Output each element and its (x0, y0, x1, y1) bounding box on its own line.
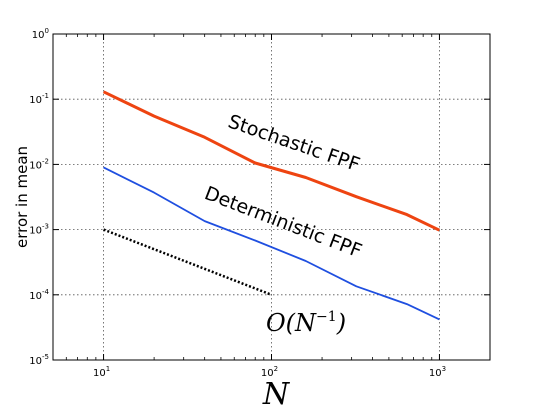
y-tick-label: 10-2 (29, 157, 49, 171)
series-label-stochastic: Stochastic FPF (225, 111, 362, 177)
y-tick-label: 10-1 (29, 92, 49, 106)
grid-lines (53, 34, 490, 360)
x-tick-label: 101 (93, 365, 110, 379)
series-lines (102, 90, 441, 321)
stochastic-fpf-line (102, 90, 441, 232)
x-tick-label: 103 (429, 365, 446, 379)
y-axis-title: error in mean (13, 146, 31, 248)
reference-slope-line (103, 228, 272, 296)
y-tick-label: 10-4 (29, 288, 49, 302)
y-tick-label: 100 (32, 27, 49, 41)
x-tick-label: 102 (261, 365, 278, 379)
axis-ticks: 101 102 103 100 10-1 10-2 10-3 10-4 10-5 (29, 27, 491, 379)
x-axis-title: N (262, 377, 291, 411)
series-label-deterministic: Deterministic FPF (201, 182, 364, 262)
y-tick-label: 10-5 (29, 353, 49, 367)
reference-slope-label: O(N−1) (266, 309, 346, 337)
y-tick-label: 10-3 (29, 223, 49, 237)
deterministic-fpf-line (103, 166, 440, 321)
